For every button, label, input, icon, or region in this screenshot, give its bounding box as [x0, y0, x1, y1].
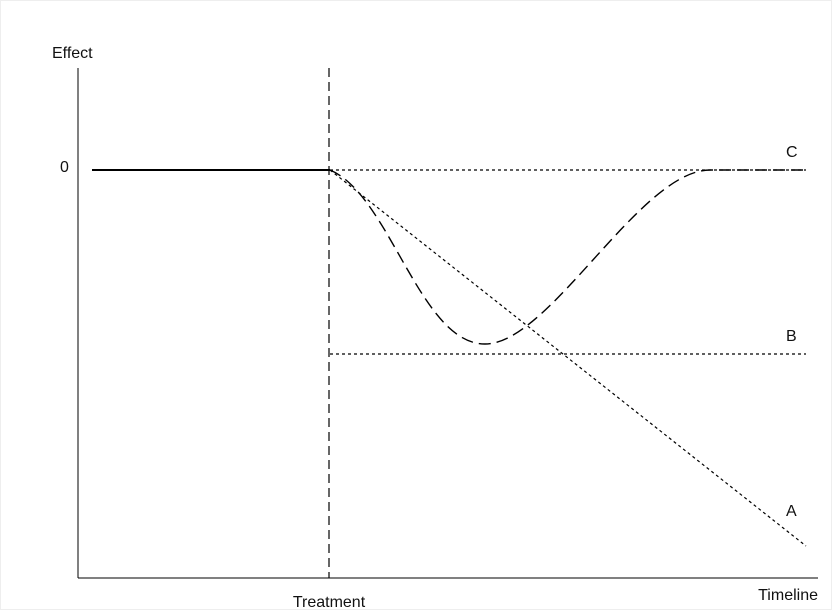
line-label: C: [786, 144, 798, 161]
line-label: A: [786, 503, 797, 520]
y-axis-label: Effect: [52, 45, 93, 62]
zero-label: 0: [60, 159, 69, 176]
x-axis-label: Timeline: [758, 587, 818, 604]
response-curve: [329, 169, 806, 345]
treatment-label: Treatment: [293, 594, 366, 610]
line-a: [329, 169, 807, 547]
line-label: B: [786, 328, 797, 345]
